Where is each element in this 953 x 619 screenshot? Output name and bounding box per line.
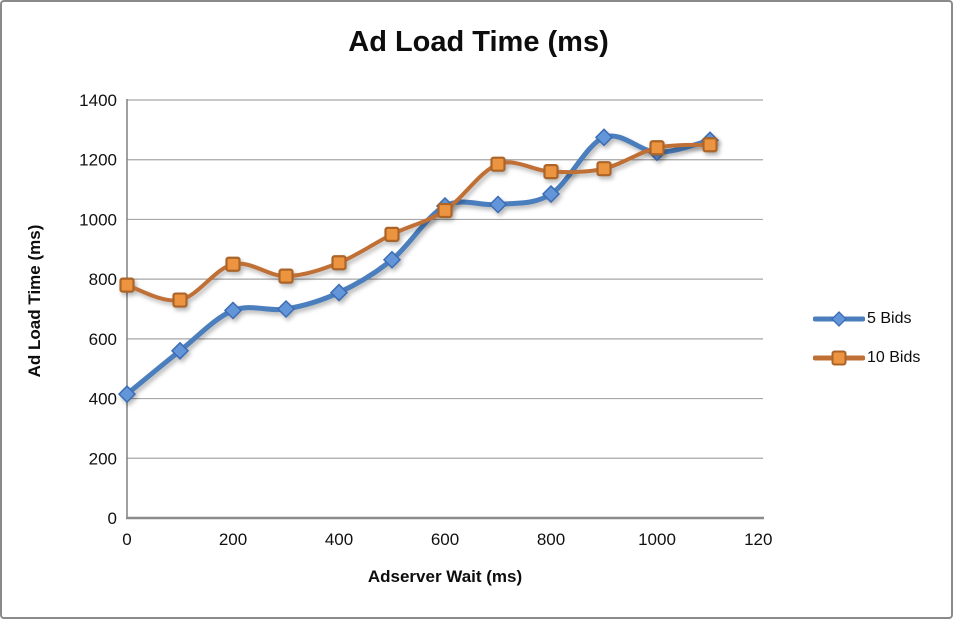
svg-text:1200: 1200 [79, 151, 117, 170]
svg-text:200: 200 [89, 449, 117, 468]
svg-text:200: 200 [219, 530, 247, 549]
svg-text:1000: 1000 [79, 210, 117, 229]
svg-text:1000: 1000 [638, 530, 676, 549]
svg-text:0: 0 [122, 530, 131, 549]
y-axis-title: Ad Load Time (ms) [25, 224, 44, 378]
svg-text:1200: 1200 [744, 530, 772, 549]
x-axis-title: Adserver Wait (ms) [367, 567, 523, 586]
svg-text:0: 0 [108, 509, 117, 528]
legend: 5 Bids 10 Bids [813, 308, 920, 386]
legend-item-10-bids: 10 Bids [813, 347, 920, 369]
legend-label-5-bids: 5 Bids [867, 310, 912, 327]
legend-swatch-10-bids-icon [813, 350, 865, 366]
chart-title: Ad Load Time (ms) [348, 26, 609, 58]
svg-text:800: 800 [89, 270, 117, 289]
legend-swatch-5-bids-icon [813, 311, 865, 327]
svg-text:400: 400 [325, 530, 353, 549]
svg-text:800: 800 [537, 530, 565, 549]
legend-label-10-bids: 10 Bids [867, 349, 921, 366]
svg-text:400: 400 [89, 390, 117, 409]
legend-item-5-bids: 5 Bids [813, 308, 920, 330]
svg-text:600: 600 [431, 530, 459, 549]
svg-text:1400: 1400 [79, 91, 117, 110]
plot-area: 0 200 400 600 800 1000 1200 1400 0 200 400 600 800 10… [79, 91, 772, 549]
svg-text:600: 600 [89, 330, 117, 349]
